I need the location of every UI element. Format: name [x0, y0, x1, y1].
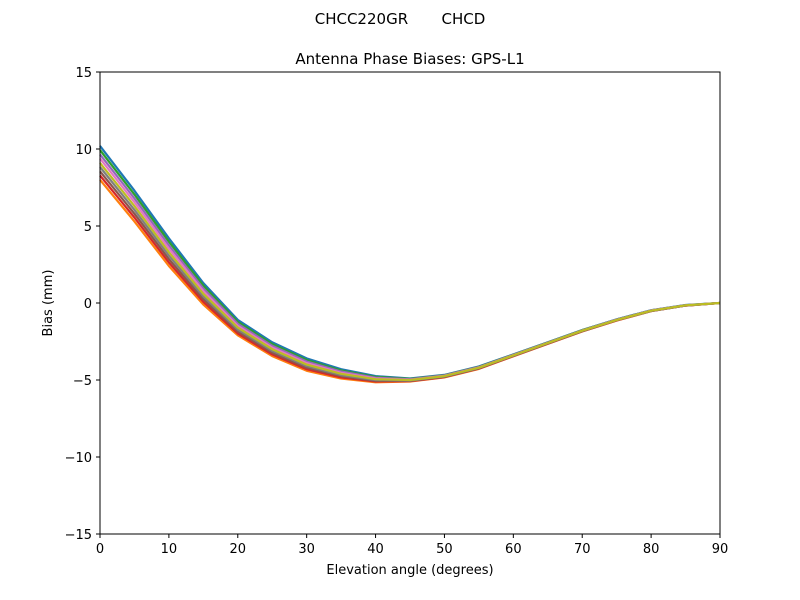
- series-line: [99, 153, 721, 381]
- x-tick-label: 50: [436, 542, 453, 557]
- series-line: [99, 145, 721, 380]
- x-tick-label: 90: [712, 542, 729, 557]
- x-tick-label: 40: [367, 542, 384, 557]
- y-tick-label: 15: [75, 66, 92, 81]
- y-tick-label: 5: [84, 220, 92, 235]
- x-tick-label: 10: [161, 542, 178, 557]
- x-tick-label: 0: [96, 542, 104, 557]
- x-tick-label: 60: [505, 542, 522, 557]
- chart-suptitle: CHCC220GR CHCD: [315, 10, 486, 28]
- x-tick-label: 20: [230, 542, 247, 557]
- x-axis-label: Elevation angle (degrees): [326, 563, 493, 578]
- series-lines: [99, 145, 721, 384]
- y-tick-label: 0: [84, 297, 92, 312]
- y-tick-label: −5: [73, 374, 92, 389]
- x-tick-label: 30: [298, 542, 315, 557]
- y-tick-label: −10: [65, 451, 92, 466]
- y-tick-label: −15: [65, 528, 92, 543]
- series-line: [99, 149, 721, 380]
- y-axis-label: Bias (mm): [41, 270, 56, 337]
- series-line: [99, 162, 721, 382]
- y-tick-label: 10: [75, 143, 92, 158]
- x-axis: 0 10 20 30 40 50 60 70 80 90: [96, 534, 728, 557]
- chart-title: Antenna Phase Biases: GPS-L1: [295, 50, 524, 68]
- x-tick-label: 70: [574, 542, 591, 557]
- plot-frame: [99, 71, 721, 535]
- x-tick-label: 80: [643, 542, 660, 557]
- y-axis: −15 −10 −5 0 5 10 15: [65, 66, 100, 543]
